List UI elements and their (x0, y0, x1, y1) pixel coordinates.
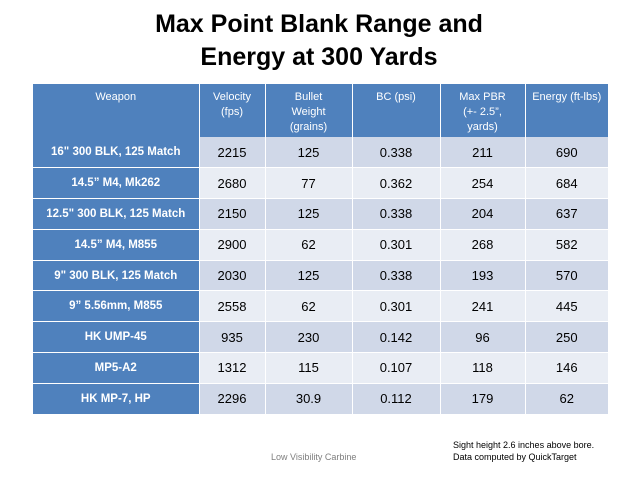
value-cell: 1312 (199, 352, 266, 384)
weapon-cell: HK UMP-45 (33, 321, 200, 354)
value-cell: 2900 (199, 229, 266, 261)
value-cell: 2030 (199, 260, 266, 292)
weapon-cell: 14.5” M4, M855 (33, 229, 200, 261)
value-cell: 118 (440, 352, 526, 384)
value-cell: 268 (440, 229, 526, 261)
weapon-cell: 14.5” M4, Mk262 (33, 167, 200, 200)
value-cell: 0.338 (352, 137, 441, 169)
table-body: 16" 300 BLK, 125 Match 2215 125 0.338 211 690… (33, 137, 608, 415)
value-cell: 0.107 (352, 352, 441, 384)
value-cell: 582 (525, 229, 608, 261)
column-header: Bullet Weight (grains) (265, 84, 353, 137)
value-cell: 2215 (199, 137, 266, 169)
value-cell: 62 (265, 290, 353, 323)
column-header: Max PBR (+- 2.5”, yards) (440, 84, 526, 137)
value-cell: 445 (525, 290, 608, 323)
title-line-1: Max Point Blank Range and (155, 10, 483, 38)
value-cell: 62 (525, 383, 608, 415)
value-cell: 570 (525, 260, 608, 292)
table-row: MP5-A2 1312 115 0.107 118 146 (33, 352, 608, 384)
table-row: 14.5” M4, M855 2900 62 0.301 268 582 (33, 229, 608, 261)
value-cell: 0.338 (352, 260, 441, 292)
value-cell: 684 (525, 167, 608, 200)
value-cell: 2296 (199, 383, 266, 415)
value-cell: 935 (199, 321, 266, 354)
footer-caption: Low Visibility Carbine (271, 452, 357, 462)
table-row: 9” 5.56mm, M855 2558 62 0.301 241 445 (33, 290, 608, 323)
value-cell: 2558 (199, 290, 266, 323)
column-header: Energy (ft-lbs) (525, 84, 608, 137)
column-header: Weapon (33, 84, 200, 137)
value-cell: 2150 (199, 198, 266, 230)
value-cell: 0.362 (352, 167, 441, 200)
table-row: HK MP-7, HP 2296 30.9 0.112 179 62 (33, 383, 608, 415)
column-header: Velocity (fps) (199, 84, 266, 137)
table-row: HK UMP-45 935 230 0.142 96 250 (33, 321, 608, 354)
value-cell: 77 (265, 167, 353, 200)
value-cell: 2680 (199, 167, 266, 200)
value-cell: 211 (440, 137, 526, 169)
value-cell: 125 (265, 260, 353, 292)
value-cell: 125 (265, 198, 353, 230)
value-cell: 230 (265, 321, 353, 354)
table-header-row: Weapon Velocity (fps) Bullet Weight (grains) B… (33, 84, 608, 137)
weapon-cell: 9" 300 BLK, 125 Match (33, 260, 200, 292)
value-cell: 146 (525, 352, 608, 384)
weapon-cell: 12.5" 300 BLK, 125 Match (33, 198, 200, 230)
value-cell: 690 (525, 137, 608, 169)
table-row: 14.5” M4, Mk262 2680 77 0.362 254 684 (33, 167, 608, 200)
weapon-cell: 16" 300 BLK, 125 Match (33, 137, 200, 169)
value-cell: 0.338 (352, 198, 441, 230)
value-cell: 250 (525, 321, 608, 354)
value-cell: 254 (440, 167, 526, 200)
table-row: 12.5" 300 BLK, 125 Match 2150 125 0.338 204 6… (33, 198, 608, 230)
value-cell: 179 (440, 383, 526, 415)
value-cell: 62 (265, 229, 353, 261)
weapon-cell: MP5-A2 (33, 352, 200, 384)
weapon-cell: 9” 5.56mm, M855 (33, 290, 200, 323)
table-row: 16" 300 BLK, 125 Match 2215 125 0.338 211 690 (33, 137, 608, 169)
value-cell: 0.301 (352, 290, 441, 323)
value-cell: 125 (265, 137, 353, 169)
value-cell: 193 (440, 260, 526, 292)
value-cell: 241 (440, 290, 526, 323)
table-row: 9" 300 BLK, 125 Match 2030 125 0.338 193 570 (33, 260, 608, 292)
footer-note: Sight height 2.6 inches above bore. Data… (453, 439, 594, 463)
value-cell: 0.142 (352, 321, 441, 354)
slide-title: Max Point Blank Range and Energy at 300 … (0, 8, 638, 74)
value-cell: 30.9 (265, 383, 353, 415)
weapon-cell: HK MP-7, HP (33, 383, 200, 415)
title-line-2: Energy at 300 Yards (200, 43, 438, 71)
value-cell: 204 (440, 198, 526, 230)
value-cell: 96 (440, 321, 526, 354)
value-cell: 0.112 (352, 383, 441, 415)
ballistics-table: Weapon Velocity (fps) Bullet Weight (grains) B… (33, 84, 608, 415)
footer-note-line-1: Sight height 2.6 inches above bore. (453, 440, 595, 450)
value-cell: 637 (525, 198, 608, 230)
value-cell: 115 (265, 352, 353, 384)
value-cell: 0.301 (352, 229, 441, 261)
footer-note-line-2: Data computed by QuickTarget (453, 452, 577, 462)
column-header: BC (psi) (352, 84, 441, 137)
